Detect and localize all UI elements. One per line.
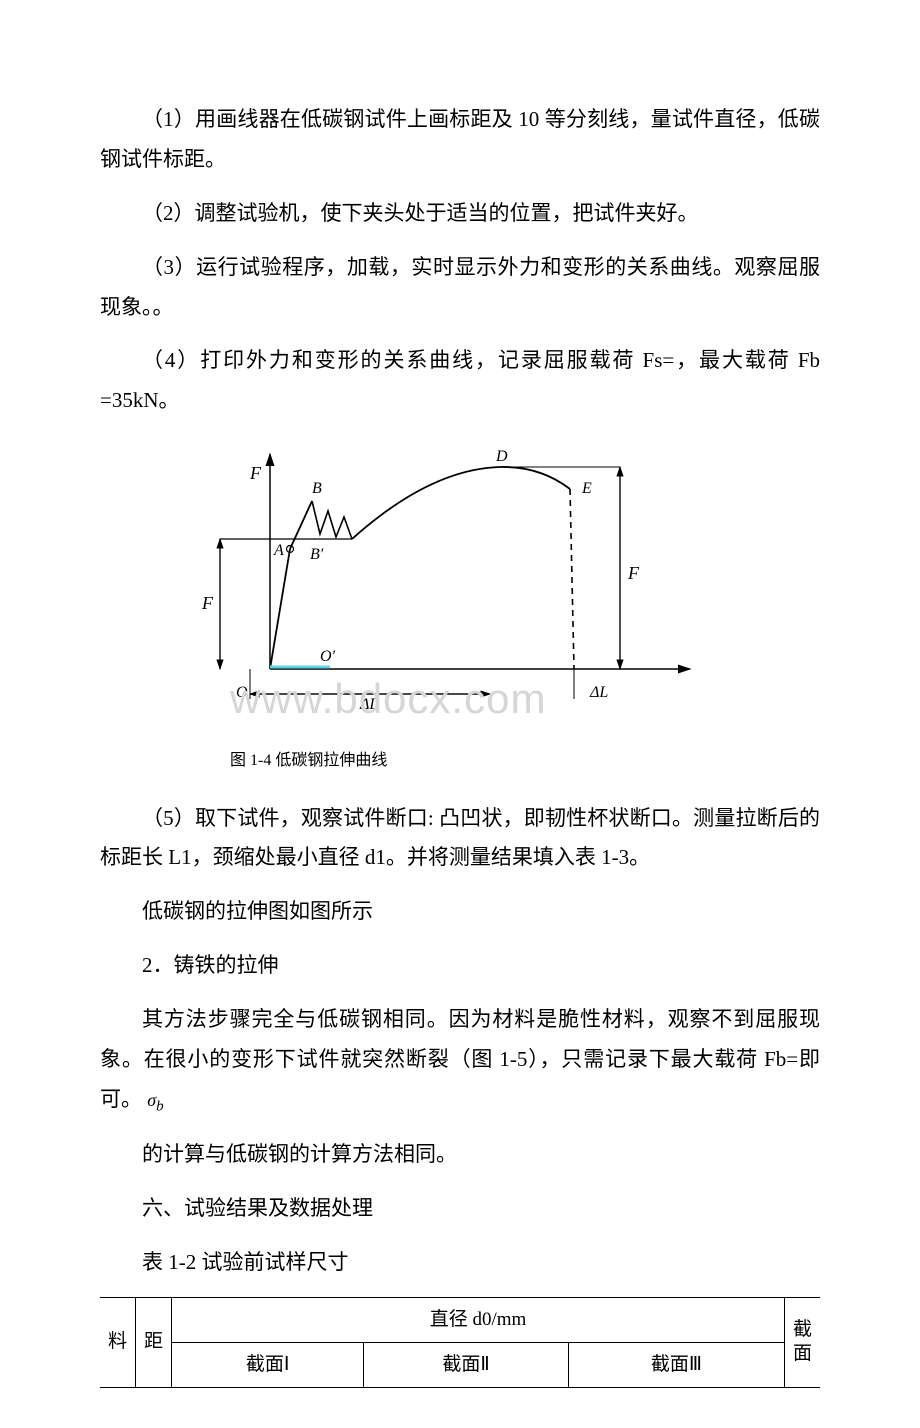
section-3: 截面Ⅲ bbox=[568, 1342, 784, 1387]
paragraph-6: 低碳钢的拉伸图如图所示 bbox=[100, 892, 820, 932]
table-1-2-caption: 表 1-2 试验前试样尺寸 bbox=[100, 1243, 820, 1283]
section-2: 截面Ⅱ bbox=[364, 1342, 568, 1387]
svg-text:D: D bbox=[495, 448, 508, 465]
step-1: （1）用画线器在低碳钢试件上画标距及 10 等分刻线，量试件直径，低碳钢试件标距… bbox=[100, 100, 820, 180]
svg-text:ΔL: ΔL bbox=[589, 684, 608, 701]
paragraph-9: 的计算与低碳钢的计算方法相同。 bbox=[100, 1135, 820, 1175]
svg-text:O: O bbox=[236, 684, 248, 701]
section-6-heading: 六、试验结果及数据处理 bbox=[100, 1189, 820, 1229]
svg-text:F: F bbox=[627, 563, 640, 583]
svg-text:F: F bbox=[249, 463, 262, 483]
figure-caption: 图 1-4 低碳钢拉伸曲线 bbox=[100, 746, 820, 776]
svg-text:B′: B′ bbox=[310, 546, 324, 563]
svg-text:ΔL: ΔL bbox=[359, 696, 378, 713]
svg-text:A: A bbox=[273, 542, 284, 559]
col-area: 截面 bbox=[784, 1297, 820, 1387]
svg-text:E: E bbox=[581, 480, 592, 497]
step-5: （5）取下试件，观察试件断口: 凸凹状，即韧性杯状断口。测量拉断后的标距长 L1… bbox=[100, 799, 820, 879]
svg-text:F: F bbox=[201, 593, 214, 613]
col-material: 料 bbox=[100, 1297, 136, 1387]
svg-text:B: B bbox=[312, 480, 322, 497]
col-gauge: 距 bbox=[136, 1297, 172, 1387]
section-1: 截面Ⅰ bbox=[172, 1342, 364, 1387]
step-3: （3）运行试验程序，加载，实时显示外力和变形的关系曲线。观察屈服现象。。 bbox=[100, 248, 820, 328]
section-2-heading: 2．铸铁的拉伸 bbox=[100, 946, 820, 986]
table-header-row-1: 料 距 直径 d0/mm 截面 bbox=[100, 1297, 820, 1342]
paragraph-8-text: 其方法步骤完全与低碳钢相同。因为材料是脆性材料，观察不到屈服现象。在很小的变形下… bbox=[100, 1007, 820, 1111]
table-header-row-2: 截面Ⅰ 截面Ⅱ 截面Ⅲ bbox=[100, 1342, 820, 1387]
tensile-curve-svg: F A B B′ D E F F O′ O ΔL ΔL bbox=[190, 439, 710, 724]
header-diameter: 直径 d0/mm bbox=[172, 1297, 785, 1342]
step-2: （2）调整试验机，使下夹头处于适当的位置，把试件夹好。 bbox=[100, 194, 820, 234]
table-1-2: 料 距 直径 d0/mm 截面 截面Ⅰ 截面Ⅱ 截面Ⅲ bbox=[100, 1297, 820, 1388]
step-4: （4）打印外力和变形的关系曲线，记录屈服载荷 Fs=，最大载荷 Fb =35kN… bbox=[100, 341, 820, 421]
paragraph-8: 其方法步骤完全与低碳钢相同。因为材料是脆性材料，观察不到屈服现象。在很小的变形下… bbox=[100, 1000, 820, 1121]
sigma-b-symbol: σb bbox=[147, 1090, 163, 1110]
figure-1-4: www.bdocx.com bbox=[190, 439, 820, 738]
svg-text:O′: O′ bbox=[320, 648, 336, 665]
